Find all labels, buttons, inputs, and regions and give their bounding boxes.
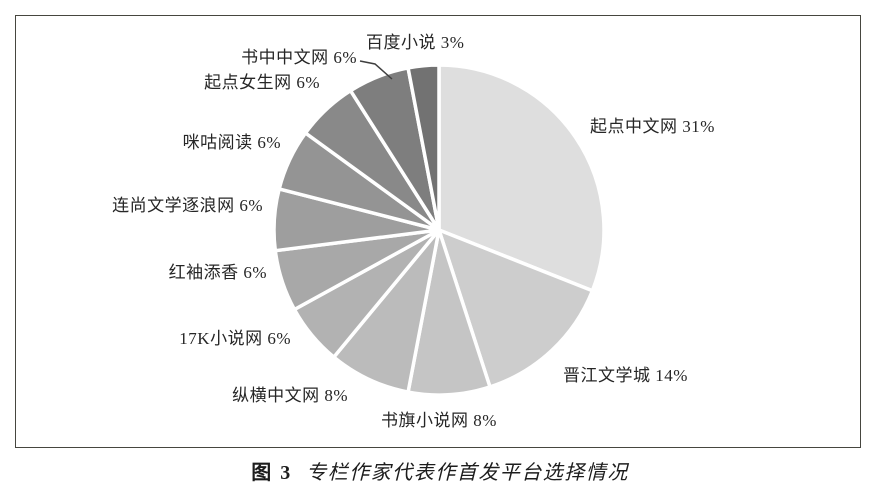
- figure-caption: 图 3 专栏作家代表作首发平台选择情况: [0, 456, 880, 485]
- slice-label-4: 17K小说网 6%: [179, 329, 291, 348]
- slice-label-8: 起点女生网 6%: [204, 73, 320, 92]
- slice-label-0: 起点中文网 31%: [590, 117, 715, 136]
- pie-slice-10: [406, 63, 441, 232]
- figure-caption-title: 专栏作家代表作首发平台选择情况: [306, 462, 629, 484]
- slice-label-9: 书中中文网 6%: [241, 48, 357, 67]
- slice-label-7: 咪咕阅读 6%: [182, 133, 281, 152]
- leader-line: [359, 60, 393, 80]
- figure-caption-number: 图 3: [251, 462, 293, 484]
- slice-label-6: 连尚文学逐浪网 6%: [112, 196, 263, 215]
- slice-label-10: 百度小说 3%: [366, 33, 465, 52]
- slice-label-2: 书旗小说网 8%: [381, 411, 497, 430]
- slice-label-3: 纵横中文网 8%: [232, 386, 348, 405]
- slice-label-1: 晋江文学城 14%: [563, 366, 688, 385]
- pie-slice-0: [437, 63, 606, 293]
- slice-label-5: 红袖添香 6%: [168, 263, 267, 282]
